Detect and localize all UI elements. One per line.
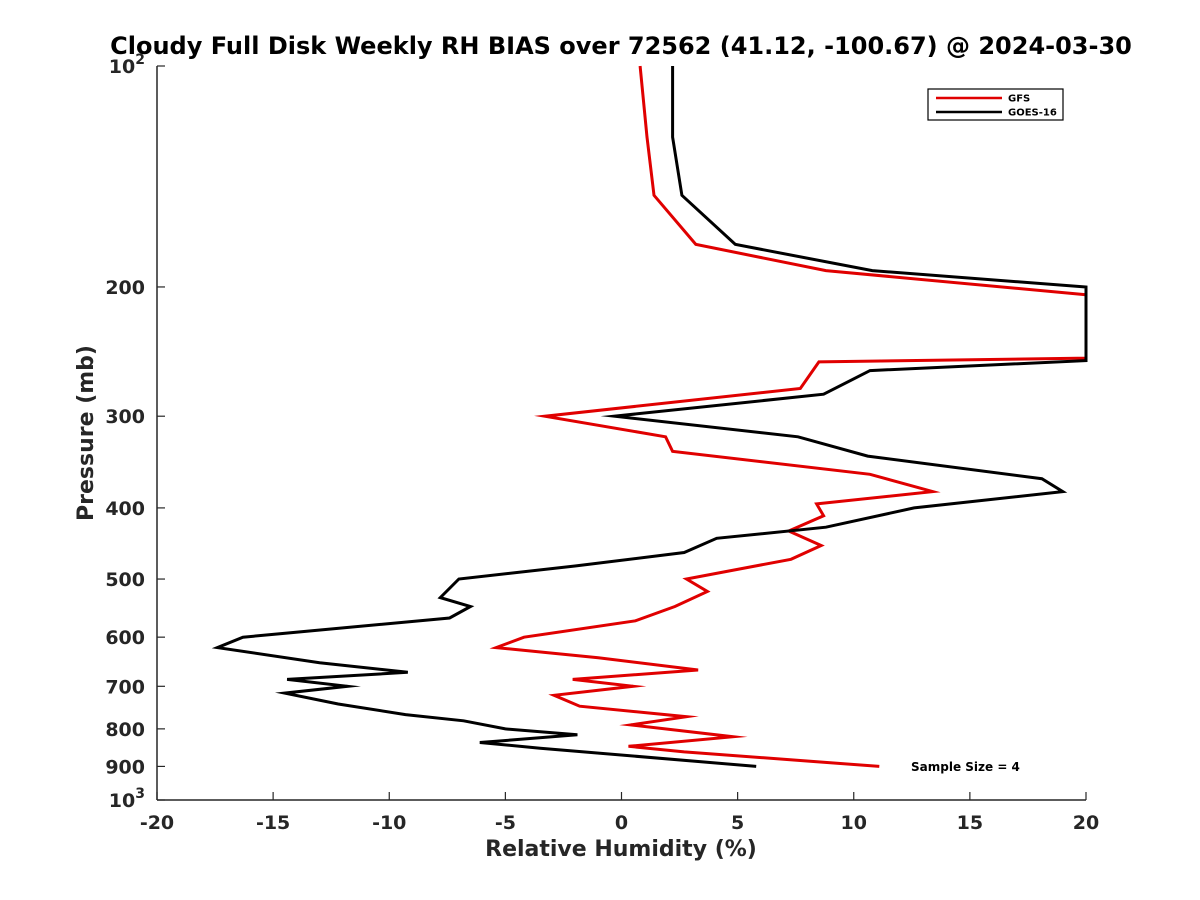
chart-title: Cloudy Full Disk Weekly RH BIAS over 725… bbox=[110, 32, 1132, 60]
x-tick-label: -20 bbox=[140, 812, 174, 834]
x-tick-label: -10 bbox=[372, 812, 406, 834]
x-tick-label: 20 bbox=[1073, 812, 1099, 834]
y-tick-label: 500 bbox=[105, 569, 145, 591]
y-tick-label: 103 bbox=[109, 786, 145, 812]
x-axis-label: Relative Humidity (%) bbox=[485, 837, 757, 862]
x-tick-label: 15 bbox=[957, 812, 983, 834]
plot-area bbox=[157, 66, 1086, 800]
x-tick-label: 5 bbox=[731, 812, 744, 834]
legend-box bbox=[927, 88, 1064, 121]
y-tick-label-base: 200 bbox=[105, 277, 145, 299]
plot-background bbox=[157, 66, 1086, 800]
y-tick-label-exponent: 2 bbox=[135, 52, 145, 68]
y-tick-label-base: 10 bbox=[109, 790, 135, 812]
y-tick-label: 800 bbox=[105, 719, 145, 741]
y-tick-label: 600 bbox=[105, 627, 145, 649]
x-ticks: -20 -15 -10 -5 0 5 10 15 20 bbox=[140, 792, 1099, 834]
y-tick-label-base: 600 bbox=[105, 627, 145, 649]
series-layer bbox=[211, 65, 1088, 768]
y-tick-label-base: 900 bbox=[105, 756, 145, 778]
sample-size-annotation: Sample Size = 4 bbox=[911, 760, 1020, 774]
legend-label: GFS bbox=[1008, 94, 1030, 105]
y-tick-label-base: 300 bbox=[105, 406, 145, 428]
y-tick-label: 700 bbox=[105, 676, 145, 698]
y-tick-label-base: 500 bbox=[105, 569, 145, 591]
series-line-goes-16 bbox=[211, 66, 1088, 768]
y-tick-label: 300 bbox=[105, 406, 145, 428]
y-tick-label-base: 700 bbox=[105, 676, 145, 698]
legend: GFS GOES-16 bbox=[927, 88, 1064, 121]
legend-label: GOES-16 bbox=[1008, 108, 1057, 119]
y-axis-label: Pressure (mb) bbox=[74, 345, 99, 521]
x-tick-label: -15 bbox=[256, 812, 290, 834]
y-tick-label: 900 bbox=[105, 756, 145, 778]
x-tick-label: 0 bbox=[615, 812, 628, 834]
y-tick-label: 200 bbox=[105, 277, 145, 299]
x-tick-label: -5 bbox=[495, 812, 516, 834]
y-tick-label-base: 10 bbox=[109, 56, 135, 78]
y-tick-label-base: 800 bbox=[105, 719, 145, 741]
x-tick-label: 10 bbox=[841, 812, 867, 834]
y-tick-label: 102 bbox=[109, 52, 145, 78]
y-tick-label: 400 bbox=[105, 498, 145, 520]
y-tick-label-exponent: 3 bbox=[135, 786, 145, 802]
y-tick-label-base: 400 bbox=[105, 498, 145, 520]
